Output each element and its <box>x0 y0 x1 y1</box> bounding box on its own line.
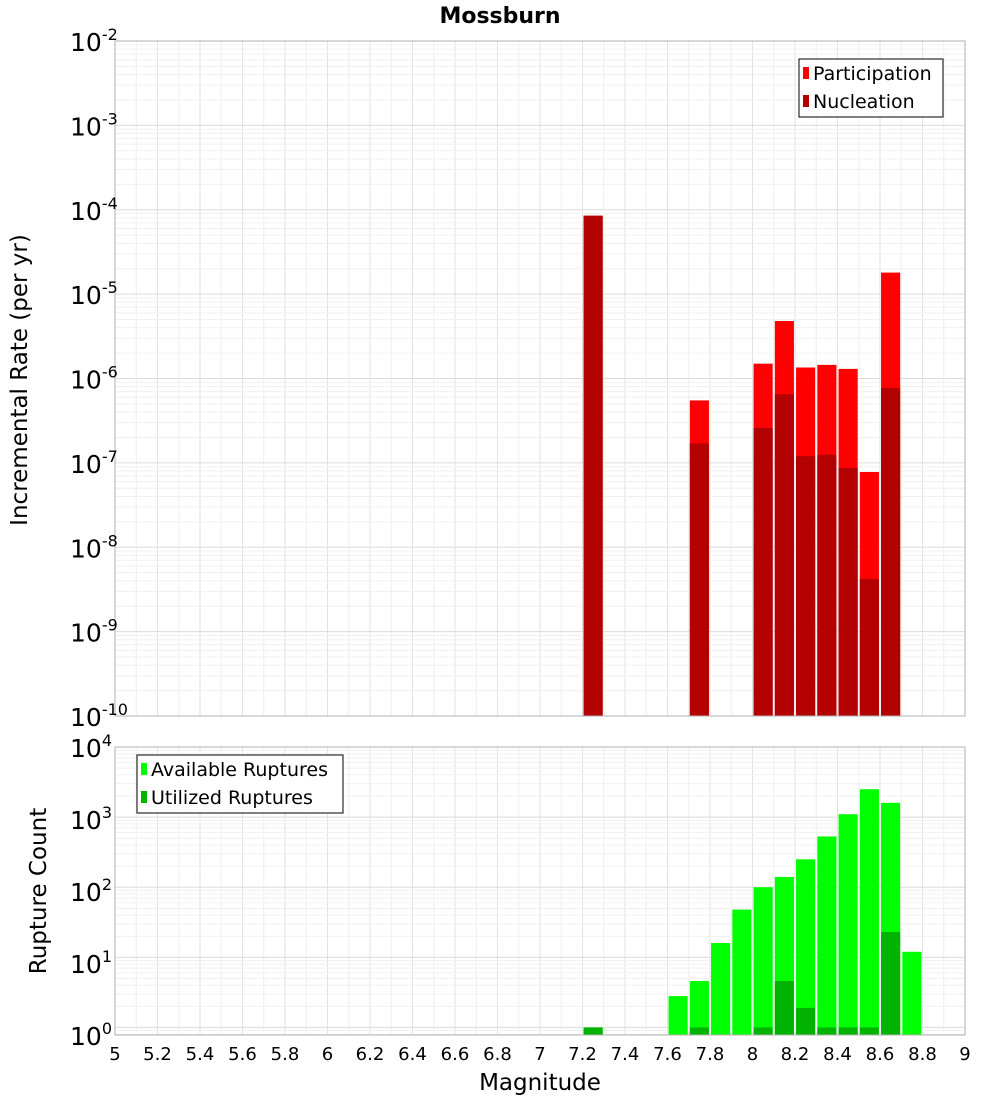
x-tick-label: 7.8 <box>696 1044 725 1065</box>
x-tick-label: 7.4 <box>611 1044 640 1065</box>
count-bar-s2 <box>859 1027 879 1035</box>
count-bars <box>583 789 922 1035</box>
rate-bars <box>583 215 901 717</box>
x-tick-label: 5.2 <box>143 1044 172 1065</box>
x-axis-label: Magnitude <box>479 1070 601 1096</box>
x-tick-label: 8 <box>747 1044 758 1065</box>
count-legend-swatch <box>141 791 147 803</box>
rate-y-axis-label: Incremental Rate (per yr) <box>7 234 33 526</box>
count-bar-s1 <box>753 887 773 1035</box>
rate-plot-frame <box>114 40 966 717</box>
rate-y-tick-label: 10-10 <box>70 700 128 732</box>
rate-y-tick-label: 10-3 <box>70 109 118 141</box>
rate-y-tick-label: 10-2 <box>70 25 118 57</box>
x-tick-label: 8.2 <box>781 1044 810 1065</box>
count-bar-s2 <box>796 1007 816 1035</box>
x-tick-label: 5.8 <box>271 1044 300 1065</box>
count-legend-box <box>136 754 344 814</box>
rate-y-tick-label: 10-5 <box>70 278 118 310</box>
rate-bar-s2 <box>838 467 858 716</box>
x-tick-label: 5.4 <box>186 1044 215 1065</box>
count-bar-s1 <box>902 951 922 1035</box>
x-tick-label: 7.6 <box>653 1044 682 1065</box>
count-bar-s1 <box>796 859 816 1035</box>
rate-panel: 10-2 10-3 10-4 10-5 10-6 10-7 10-8 10-9 10-10 In… <box>7 25 966 732</box>
rate-y-tick-label: 10-7 <box>70 447 118 479</box>
chart-title: Mossburn <box>439 4 560 29</box>
rate-legend-label: Participation <box>813 63 932 85</box>
x-tick-label: 7 <box>534 1044 545 1065</box>
count-bar-s1 <box>668 996 688 1035</box>
rate-bar-s2 <box>774 394 794 716</box>
rate-legend-label: Nucleation <box>813 91 915 113</box>
rate-y-tick-label: 10-9 <box>70 616 118 648</box>
x-tick-label: 5.6 <box>228 1044 257 1065</box>
x-ticks: 5 5.2 5.4 5.6 5.8 6 6.2 6.4 6.6 6.8 7 7.2 7.4 7.6 7.8 8… <box>109 1044 970 1065</box>
x-tick-label: 6.2 <box>356 1044 385 1065</box>
rate-legend-swatch <box>803 67 809 79</box>
count-bar-s1 <box>817 836 837 1035</box>
count-legend-label: Available Ruptures <box>151 759 328 781</box>
x-tick-label: 8.4 <box>823 1044 852 1065</box>
count-bar-s2 <box>774 980 794 1035</box>
rate-bar-s2 <box>753 427 773 716</box>
count-y-tick-label: 102 <box>70 875 112 907</box>
count-legend: Available Ruptures Utilized Ruptures <box>136 754 344 814</box>
rate-bar-s2 <box>881 388 901 716</box>
x-tick-label: 9 <box>959 1044 970 1065</box>
count-bar-s1 <box>732 909 752 1035</box>
count-y-tick-label: 100 <box>70 1019 112 1051</box>
rate-bar-s2 <box>796 456 816 716</box>
count-y-axis-label: Rupture Count <box>26 808 52 974</box>
rate-legend-box <box>798 58 944 118</box>
count-bar-s2 <box>583 1027 603 1035</box>
rate-y-tick-label: 10-6 <box>70 363 118 395</box>
count-bar-s1 <box>689 980 709 1035</box>
count-bar-s2 <box>817 1027 837 1035</box>
x-tick-label: 6.6 <box>441 1044 470 1065</box>
x-tick-label: 6.8 <box>483 1044 512 1065</box>
rate-y-ticks: 10-2 10-3 10-4 10-5 10-6 10-7 10-8 10-9 10-10 <box>70 25 128 732</box>
rate-legend: Participation Nucleation <box>798 58 944 118</box>
x-tick-label: 6 <box>322 1044 333 1065</box>
count-legend-swatch <box>141 763 147 775</box>
count-y-tick-label: 101 <box>70 947 112 979</box>
count-y-ticks: 104 103 102 101 100 <box>70 731 112 1051</box>
count-bar-s2 <box>689 1027 709 1035</box>
count-bar-s1 <box>859 789 879 1035</box>
count-panel: 104 103 102 101 100 Rupture Count Available … <box>26 731 966 1051</box>
x-tick-label: 6.4 <box>398 1044 427 1065</box>
rate-y-tick-label: 10-4 <box>70 194 118 226</box>
count-bar-s2 <box>881 931 901 1035</box>
count-bar-s1 <box>838 814 858 1035</box>
x-tick-label: 7.2 <box>568 1044 597 1065</box>
count-bar-s2 <box>838 1027 858 1035</box>
rate-y-tick-label: 10-8 <box>70 531 118 563</box>
x-tick-label: 5 <box>109 1044 120 1065</box>
count-y-tick-label: 103 <box>70 803 112 835</box>
rate-grid <box>114 40 966 717</box>
count-plot-frame <box>114 746 966 1036</box>
rate-bar-s2 <box>859 579 879 716</box>
rate-bar-s2 <box>583 215 603 717</box>
rate-bar-s2 <box>817 454 837 716</box>
x-tick-label: 8.8 <box>908 1044 937 1065</box>
count-legend-label: Utilized Ruptures <box>151 787 313 809</box>
count-bar-s2 <box>753 1027 773 1035</box>
rate-bar-s2 <box>689 443 709 716</box>
rate-legend-swatch <box>803 95 809 107</box>
count-y-tick-label: 104 <box>70 731 112 763</box>
x-tick-label: 8.6 <box>866 1044 895 1065</box>
count-bar-s1 <box>711 943 731 1035</box>
